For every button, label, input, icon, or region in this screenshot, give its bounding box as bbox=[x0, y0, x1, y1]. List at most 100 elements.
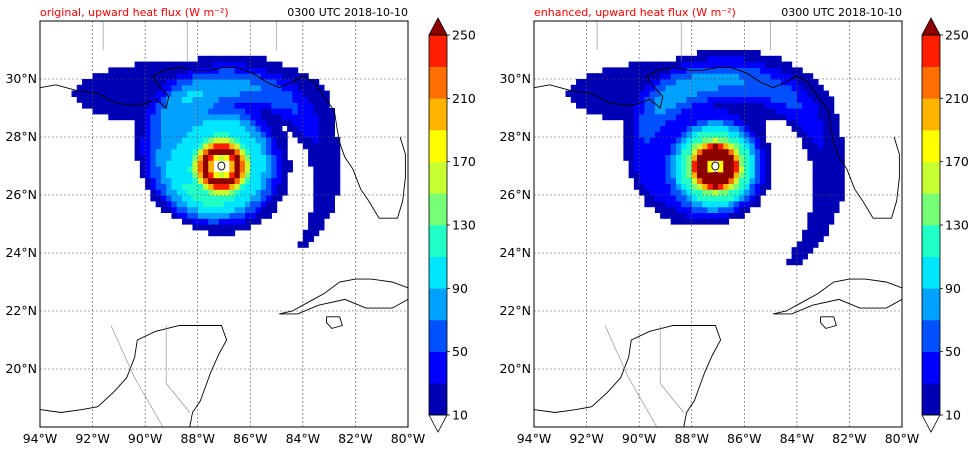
field-cell bbox=[171, 160, 178, 167]
field-cell bbox=[639, 96, 645, 103]
lat-tick-label: 30°N bbox=[5, 71, 37, 86]
colorbar-segment bbox=[429, 383, 447, 416]
field-cell bbox=[266, 206, 272, 213]
field-cell bbox=[224, 224, 230, 231]
field-cell bbox=[739, 212, 745, 219]
field-cell bbox=[660, 67, 667, 74]
field-cell bbox=[250, 96, 257, 103]
field-cell bbox=[781, 96, 787, 103]
field-cell bbox=[224, 108, 230, 115]
field-cell bbox=[245, 224, 251, 231]
field-cell bbox=[192, 200, 199, 208]
field-cell bbox=[665, 61, 672, 68]
field-cell bbox=[292, 125, 299, 132]
field-cell bbox=[171, 142, 178, 150]
field-cell bbox=[570, 84, 577, 92]
field-cell bbox=[733, 148, 740, 155]
field-cell bbox=[633, 166, 640, 173]
field-cell bbox=[276, 67, 283, 74]
field-cell bbox=[749, 113, 756, 121]
field-cell bbox=[208, 102, 215, 109]
lon-tick-label: 80°W bbox=[391, 431, 426, 446]
field-cell bbox=[702, 200, 709, 208]
field-cell bbox=[202, 61, 209, 68]
field-cell bbox=[250, 183, 257, 190]
field-cell bbox=[675, 148, 682, 155]
field-cell bbox=[202, 200, 209, 208]
field-cell bbox=[612, 67, 619, 74]
field-cell bbox=[686, 154, 693, 161]
field-cell bbox=[139, 96, 146, 103]
field-cell bbox=[718, 55, 724, 63]
field-cell bbox=[828, 160, 835, 167]
field-cell bbox=[744, 102, 751, 109]
field-cell bbox=[686, 125, 693, 132]
field-cell bbox=[323, 142, 330, 150]
field-cell bbox=[828, 177, 835, 184]
field-cell bbox=[670, 102, 677, 109]
field-cell bbox=[234, 73, 241, 80]
field-cell bbox=[675, 90, 682, 97]
field-cell bbox=[718, 119, 724, 126]
field-cell bbox=[213, 212, 220, 219]
field-cell bbox=[702, 96, 709, 103]
field-cell bbox=[166, 96, 173, 103]
field-cell bbox=[712, 154, 719, 161]
field-cell bbox=[633, 61, 640, 68]
field-cell bbox=[150, 177, 157, 184]
field-cell bbox=[733, 131, 740, 138]
field-cell bbox=[723, 166, 730, 173]
lon-tick-label: 92°W bbox=[75, 431, 110, 446]
field-cell bbox=[134, 119, 141, 126]
field-cell bbox=[812, 160, 819, 167]
field-cell bbox=[754, 142, 761, 150]
field-cell bbox=[166, 206, 173, 213]
field-cell bbox=[807, 229, 814, 237]
field-cell bbox=[234, 160, 241, 167]
colorbar-tick-label: 210 bbox=[945, 91, 969, 106]
field-cell bbox=[155, 90, 162, 97]
field-cell bbox=[213, 84, 220, 92]
field-cell bbox=[213, 125, 220, 132]
field-cell bbox=[823, 148, 829, 155]
field-cell bbox=[192, 108, 199, 115]
field-cell bbox=[250, 108, 257, 115]
field-cell bbox=[197, 212, 204, 219]
field-cell bbox=[313, 195, 320, 202]
field-cell bbox=[260, 206, 267, 213]
field-cell bbox=[255, 90, 262, 97]
field-cell bbox=[266, 125, 272, 132]
field-cell bbox=[208, 90, 215, 97]
field-cell bbox=[686, 119, 693, 126]
field-cell bbox=[129, 79, 136, 86]
field-cell bbox=[723, 61, 730, 68]
field-cell bbox=[224, 189, 230, 196]
field-cell bbox=[707, 90, 714, 97]
field-cell bbox=[639, 154, 645, 161]
field-cell bbox=[812, 119, 819, 126]
field-cell bbox=[250, 84, 257, 92]
field-cell bbox=[675, 113, 682, 121]
field-cell bbox=[229, 218, 236, 225]
field-cell bbox=[660, 154, 667, 161]
field-cell bbox=[245, 200, 251, 208]
field-cell bbox=[139, 119, 146, 126]
field-cell bbox=[675, 200, 682, 208]
field-cell bbox=[224, 61, 230, 68]
field-cell bbox=[807, 96, 814, 103]
field-cell bbox=[670, 73, 677, 80]
field-cell bbox=[654, 177, 661, 184]
field-cell bbox=[171, 119, 178, 126]
field-cell bbox=[245, 142, 251, 150]
field-cell bbox=[702, 67, 709, 74]
field-cell bbox=[838, 137, 845, 144]
field-cell bbox=[229, 200, 236, 208]
field-cell bbox=[823, 212, 829, 219]
field-cell bbox=[707, 113, 714, 121]
field-cell bbox=[271, 200, 278, 208]
field-cell bbox=[760, 119, 766, 126]
field-cell bbox=[660, 189, 667, 196]
field-cell bbox=[833, 171, 840, 179]
field-cell bbox=[712, 79, 719, 86]
grid-lines bbox=[40, 21, 408, 427]
